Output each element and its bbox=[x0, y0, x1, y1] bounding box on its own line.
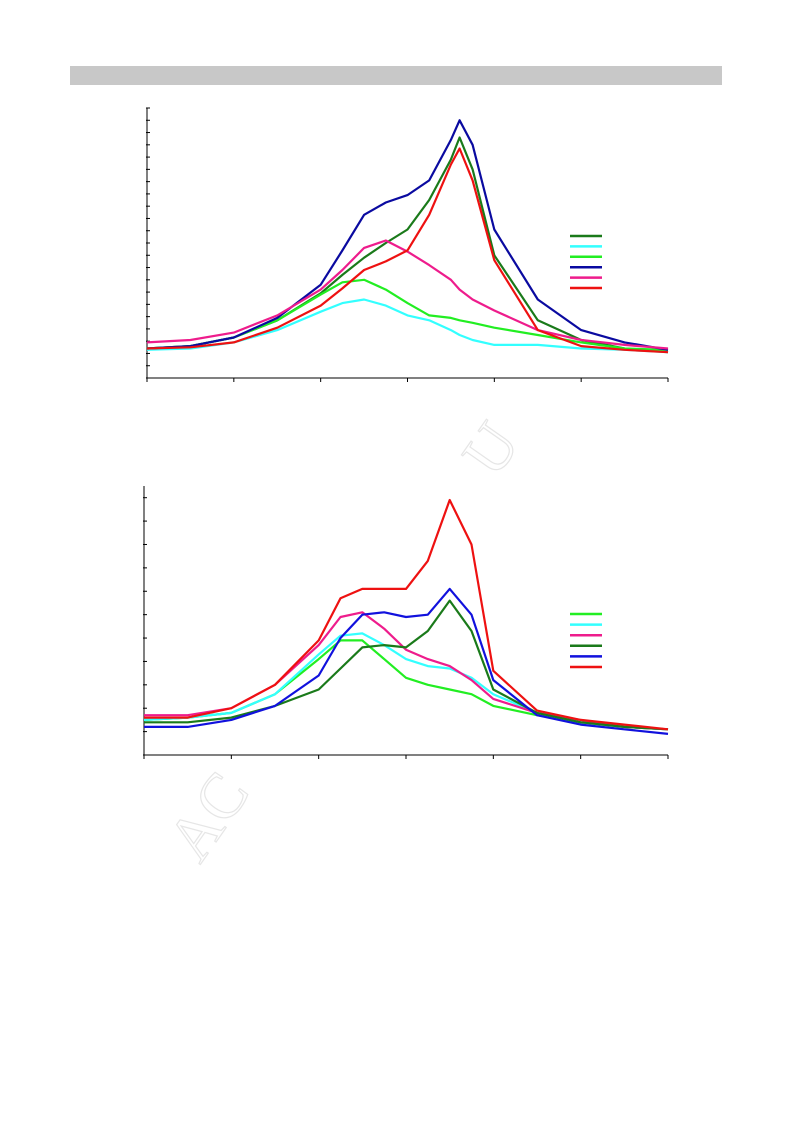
watermark: U bbox=[448, 409, 533, 488]
series-line bbox=[146, 119, 669, 351]
series-line bbox=[143, 639, 669, 731]
series-line bbox=[146, 136, 669, 354]
series-line bbox=[146, 298, 669, 354]
series-line bbox=[144, 611, 669, 731]
series-line bbox=[146, 278, 669, 351]
series-line bbox=[146, 147, 669, 354]
header-bar bbox=[70, 66, 722, 85]
series-line bbox=[144, 587, 669, 735]
series-line bbox=[144, 498, 669, 731]
watermark: AC bbox=[153, 759, 262, 873]
